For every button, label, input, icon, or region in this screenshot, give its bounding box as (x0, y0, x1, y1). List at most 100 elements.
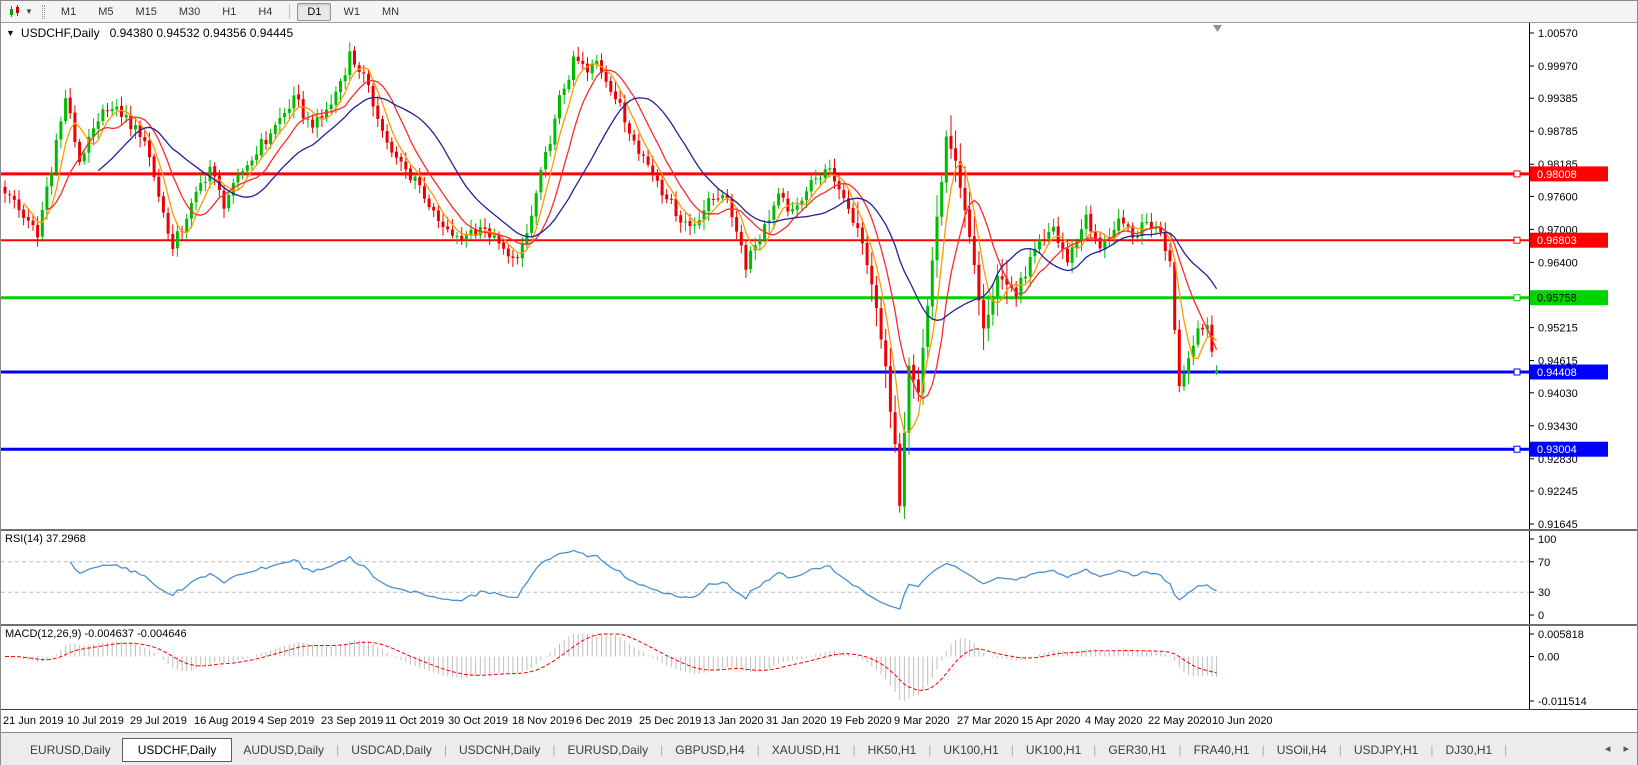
level-price-label[interactable] (1530, 364, 1608, 380)
price-chart-svg: 1.005700.999700.993850.987850.981850.976… (1, 23, 1637, 529)
level-price-label[interactable] (1530, 441, 1608, 457)
timeframe-buttons: M1 M5 M15 M30 H1 H4 D1 W1 MN (50, 2, 410, 21)
tab-separator: | (1010, 742, 1014, 757)
tab-separator: | (1338, 742, 1342, 757)
date-label: 19 Feb 2020 (830, 715, 892, 727)
date-label: 22 May 2020 (1148, 715, 1212, 727)
rsi-tick-label: 0 (1538, 610, 1544, 622)
chart-symbol-title[interactable]: ▼ USDCHF,Daily 0.94380 0.94532 0.94356 0… (6, 26, 293, 40)
date-label: 16 Aug 2019 (194, 715, 256, 727)
rsi-tick-label: 30 (1538, 587, 1550, 599)
level-price-label[interactable] (1530, 166, 1608, 182)
level-price-label[interactable] (1530, 290, 1608, 306)
tab-separator: | (1261, 742, 1265, 757)
tab-hk50-h1[interactable]: HK50,H1 (867, 742, 917, 757)
rsi-line (69, 549, 1217, 610)
level-price-label[interactable] (1530, 232, 1608, 248)
timeframe-button-m30[interactable]: M30 (178, 5, 201, 18)
rsi-tick-label: 100 (1538, 534, 1556, 546)
level-line-handle[interactable] (1513, 170, 1521, 178)
main-chart-panel: 1.00570 0.99970 0.99385 0.98785 0.98185 0.976… (1, 23, 1637, 531)
tab-usdjpy-h1[interactable]: USDJPY,H1 (1353, 742, 1419, 757)
tab-separator: | (1178, 742, 1182, 757)
price-tick-label: 1.00570 (1538, 28, 1578, 40)
tab-scroll-right-icon[interactable]: ▸ (1623, 743, 1629, 755)
candlestick-icon (10, 5, 19, 17)
level-line-handle[interactable] (1513, 236, 1521, 244)
plot-area (1, 42, 1529, 519)
chart-ohlc-values: 0.94380 0.94532 0.94356 0.94445 (109, 26, 294, 40)
rsi-chart-svg: 100 70 30 0 (1, 531, 1637, 624)
chart-shift-marker[interactable] (1213, 25, 1222, 32)
tab-separator: | (336, 742, 340, 757)
macd-panel: 0.005818 0.00 -0.011514 MACD(12,26,9) -0.0… (1, 626, 1637, 710)
tab-scroll-left-icon[interactable]: ◂ (1604, 743, 1611, 755)
timeframe-button-h1[interactable]: H1 (222, 5, 237, 18)
tab-separator: | (1093, 742, 1097, 757)
tab-uk100-h1[interactable]: UK100,H1 (1025, 742, 1082, 757)
date-label: 4 Sep 2019 (258, 715, 315, 727)
tab-fra40-h1[interactable]: FRA40,H1 (1193, 742, 1250, 757)
date-label: 21 Jun 2019 (3, 715, 64, 727)
timeframe-button-m15[interactable]: M15 (135, 5, 157, 18)
tab-audusd-daily[interactable]: AUDUSD,Daily (243, 742, 325, 757)
timeframe-button-mn[interactable]: MN (381, 5, 400, 18)
price-tick-label: 0.95215 (1538, 323, 1578, 335)
ma-slow-line (97, 96, 1218, 321)
date-label: 10 Jun 2020 (1212, 715, 1273, 727)
tab-separator: | (443, 742, 447, 757)
macd-indicator-label: MACD(12,26,9) -0.004637 -0.004646 (5, 628, 187, 640)
date-label: 13 Jan 2020 (703, 715, 764, 727)
timeframe-button-d1[interactable]: D1 (297, 2, 332, 21)
timeframe-button-h4[interactable]: H4 (258, 5, 273, 18)
price-tick-label: 0.91645 (1538, 519, 1578, 529)
svg-text:0.95758: 0.95758 (1537, 293, 1577, 305)
toolbar-grip[interactable] (41, 4, 45, 19)
date-label: 23 Sep 2019 (321, 715, 384, 727)
level-line-handle[interactable] (1513, 445, 1521, 453)
date-label: 31 Jan 2020 (766, 715, 827, 727)
tab-eurusd-daily[interactable]: EURUSD,Daily (567, 742, 649, 757)
level-line-handle[interactable] (1513, 294, 1521, 302)
chart-symbol-label: USDCHF,Daily (20, 26, 100, 40)
timeframe-button-m5[interactable]: M5 (98, 5, 114, 18)
date-label: 29 Jul 2019 (130, 715, 187, 727)
date-label: 18 Nov 2019 (512, 715, 575, 727)
time-axis[interactable]: 21 Jun 2019 10 Jul 2019 29 Jul 2019 16 Aug … (1, 710, 1637, 733)
svg-text:0.94408: 0.94408 (1537, 367, 1577, 379)
chevron-down-icon: ▼ (25, 7, 33, 16)
tab-usdcnh-daily[interactable]: USDCNH,Daily (459, 742, 541, 757)
tab-usdchf-daily[interactable]: USDCHF,Daily (121, 737, 233, 762)
tab-ger30-h1[interactable]: GER30,H1 (1108, 742, 1167, 757)
tab-separator: | (1430, 742, 1434, 757)
svg-text:0.93004: 0.93004 (1537, 444, 1577, 456)
tab-xauusd-h1[interactable]: XAUUSD,H1 (771, 742, 841, 757)
timeframe-button-w1[interactable]: W1 (343, 5, 360, 18)
tab-usdcad-daily[interactable]: USDCAD,Daily (351, 742, 432, 757)
price-tick-label: 0.94030 (1538, 388, 1578, 400)
tab-separator: | (928, 742, 932, 757)
price-tick-label: 0.99970 (1538, 61, 1578, 73)
date-label: 27 Mar 2020 (957, 715, 1019, 727)
tab-uk100-h1[interactable]: UK100,H1 (943, 742, 999, 757)
date-label: 30 Oct 2019 (448, 715, 508, 727)
tab-gbpusd-h4[interactable]: GBPUSD,H4 (675, 742, 745, 757)
collapse-icon[interactable]: ▼ (6, 28, 15, 38)
tab-separator: | (1504, 742, 1508, 757)
tab-scroll-arrows: ◂ ▸ (1595, 742, 1629, 755)
tab-usoil-h4[interactable]: USOil,H4 (1276, 742, 1327, 757)
date-label: 15 Apr 2020 (1021, 715, 1081, 727)
date-label: 6 Dec 2019 (576, 715, 633, 727)
tab-dj30-h1[interactable]: DJ30,H1 (1445, 742, 1493, 757)
price-tick-label: 0.93430 (1538, 421, 1578, 433)
timeframe-button-m1[interactable]: M1 (60, 5, 77, 18)
chart-type-icon[interactable]: ▼ (5, 4, 37, 19)
rsi-indicator-label: RSI(14) 37.2968 (5, 533, 86, 545)
tab-strip: EURUSD,Daily USDCHF,Daily AUDUSD,Daily | USD… (19, 737, 1508, 762)
date-label: 25 Dec 2019 (639, 715, 702, 727)
tab-eurusd-daily[interactable]: EURUSD,Daily (30, 742, 111, 757)
level-line-handle[interactable] (1513, 368, 1521, 376)
chart-tabs: EURUSD,Daily USDCHF,Daily AUDUSD,Daily | USD… (1, 733, 1637, 765)
price-tick-label: 0.98785 (1538, 126, 1578, 138)
